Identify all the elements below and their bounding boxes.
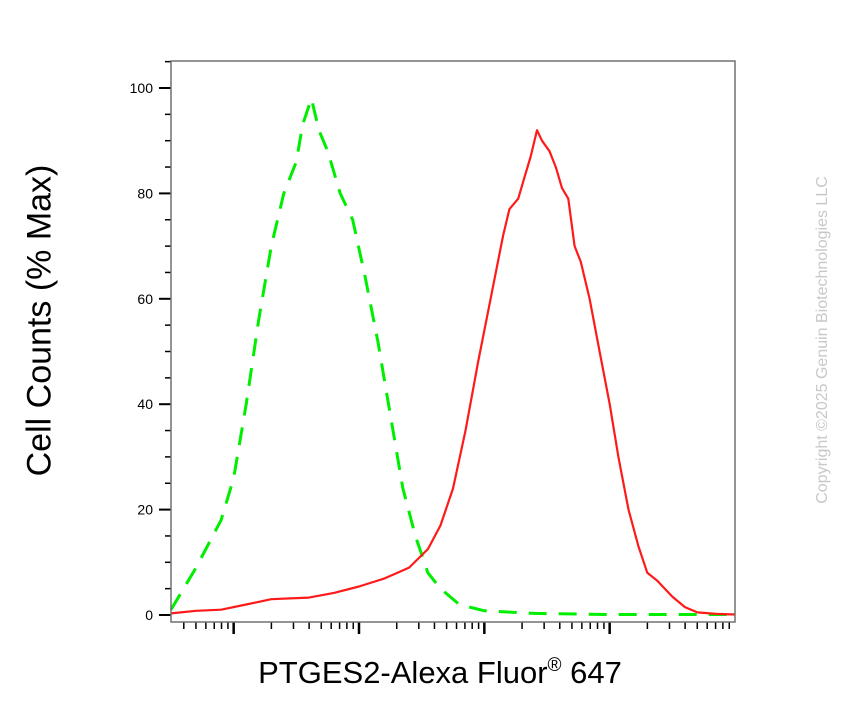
registered-mark: ®: [547, 655, 562, 676]
x-axis-label-suffix: 647: [561, 655, 622, 690]
control-histogram-line: [169, 97, 735, 616]
y-tick-label: 0: [145, 607, 153, 623]
y-axis-label: Cell Counts (% Max): [20, 164, 59, 476]
series-layer: [169, 97, 736, 616]
x-axis-label-main: PTGES2-Alexa Fluor: [258, 655, 548, 690]
x-axis-label: PTGES2-Alexa Fluor® 647: [170, 655, 710, 691]
axes: 0 20 40 60 80 100: [130, 60, 731, 634]
y-tick-label: 60: [137, 291, 153, 307]
y-axis-label-container: Cell Counts (% Max): [15, 130, 65, 510]
plot-frame: [170, 60, 736, 623]
y-tick-label: 40: [137, 396, 153, 412]
y-tick-label: 20: [137, 502, 153, 518]
y-tick-label: 80: [137, 185, 153, 201]
y-tick-label: 100: [130, 80, 154, 96]
watermark-container: Copyright ©2025 Genuin Biotechnologies L…: [808, 110, 838, 570]
copyright-watermark: Copyright ©2025 Genuin Biotechnologies L…: [814, 176, 831, 504]
sample-histogram-line: [170, 129, 736, 616]
